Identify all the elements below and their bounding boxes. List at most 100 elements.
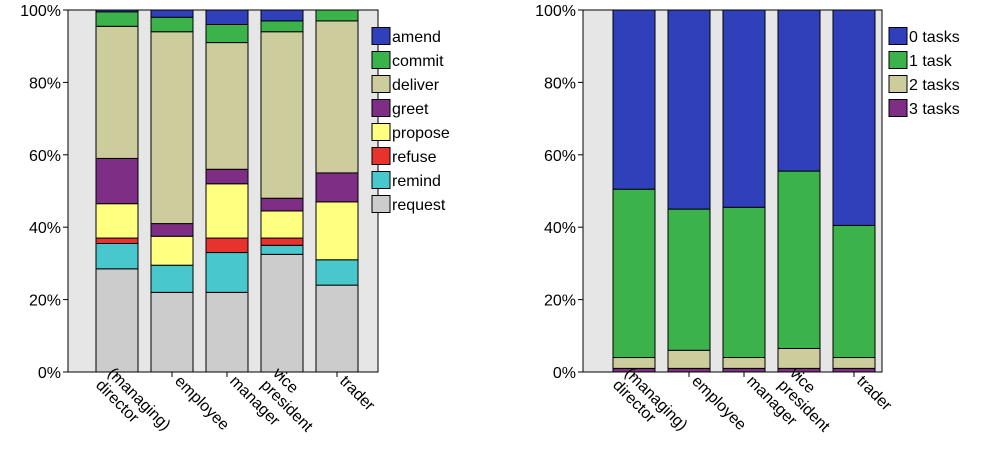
bar-segment-remind-2 [205,252,249,293]
y-tick-label: 100% [20,3,61,20]
bars [612,9,876,373]
bar-segment-greet-2 [205,168,249,185]
bar-segment-0-tasks-2 [722,9,766,208]
right-chart-task-counts: 0% 20% 40% 60% 80% 100% (managing)director empl… [535,3,960,446]
bar-segment-2-tasks-4 [832,357,876,369]
bar-segment-3-tasks-4 [832,367,876,373]
y-axis: 0% 20% 40% 60% 80% 100% [20,3,68,382]
bar-segment-1-task-0 [612,188,656,359]
legend-swatch-remind [371,171,391,189]
bars [95,9,359,373]
bar-segment-deliver-2 [205,42,249,170]
x-category-label: (managing)director [92,365,173,446]
bar-segment-request-4 [315,284,359,373]
y-tick-label: 60% [29,148,61,165]
bar-segment-propose-2 [205,183,249,239]
bar-segment-commit-4 [315,9,359,22]
bar-segment-amend-2 [205,9,249,25]
bar-segment-deliver-1 [150,31,194,225]
legend-swatch-commit [371,51,391,69]
bar-segment-commit-0 [95,11,139,27]
legend-swatch-propose [371,123,391,141]
bar-segment-greet-3 [260,197,304,212]
bar-segment-commit-3 [260,20,304,33]
bar-segment-amend-1 [150,9,194,18]
y-tick-label: 60% [544,148,576,165]
left-chart-message-types: 0% 20% 40% 60% 80% 100% (managing)director empl… [20,3,450,446]
bar-segment-deliver-3 [260,31,304,199]
legend-swatch-1-task [888,51,908,69]
bar-segment-deliver-0 [95,25,139,159]
bar-segment-request-3 [260,253,304,373]
legend-swatch-3-tasks [888,99,908,117]
bar-segment-1-task-2 [722,206,766,359]
bar-segment-propose-0 [95,203,139,239]
bar-segment-request-1 [150,291,194,373]
legend-label: 0 tasks [909,29,960,46]
bar-segment-commit-1 [150,16,194,33]
bar-segment-remind-0 [95,242,139,270]
bar-segment-2-tasks-1 [667,349,711,369]
x-category-label: trader [853,373,895,415]
legend-label: remind [392,173,441,190]
bar-segment-0-tasks-0 [612,9,656,190]
legend-swatch-greet [371,99,391,117]
legend-label: deliver [392,77,440,94]
bar-segment-refuse-0 [95,237,139,244]
bar-segment-greet-0 [95,157,139,205]
y-axis: 0% 20% 40% 60% 80% 100% [535,3,583,382]
legend-swatch-amend [371,27,391,45]
legend-swatch-deliver [371,75,391,93]
legend-label: commit [392,53,444,70]
bar-segment-1-task-1 [667,208,711,351]
legend-label: propose [392,125,450,142]
legend-label: greet [392,101,429,118]
bar-segment-request-2 [205,291,249,373]
legend-swatch-refuse [371,147,391,165]
legend-label: 3 tasks [909,101,960,118]
y-tick-label: 40% [544,220,576,237]
legend-swatch-2-tasks [888,75,908,93]
legend-label: 1 task [909,53,953,70]
bar-segment-propose-1 [150,235,194,266]
legend-swatch-0-tasks [888,27,908,45]
bar-segment-refuse-2 [205,237,249,254]
legend: 0 tasks 1 task 2 tasks 3 tasks [888,27,960,118]
legend: amend commit deliver greet propose refuse remi… [371,27,450,214]
bar-segment-greet-1 [150,223,194,237]
bar-segment-amend-0 [95,9,139,13]
x-category-label: (managing)director [609,365,690,446]
legend-label: 2 tasks [909,77,960,94]
y-tick-label: 100% [535,3,576,20]
bar-segment-0-tasks-1 [667,9,711,210]
bar-segment-amend-3 [260,9,304,22]
legend-label: amend [392,29,441,46]
bar-segment-refuse-3 [260,237,304,246]
bar-segment-propose-4 [315,201,359,261]
y-tick-label: 80% [29,75,61,92]
legend-label: request [392,197,446,214]
bar-segment-0-tasks-3 [777,9,821,172]
bar-segment-request-0 [95,268,139,373]
bar-segment-remind-4 [315,259,359,286]
bar-segment-1-task-3 [777,170,821,349]
y-tick-label: 0% [38,365,61,382]
bar-segment-2-tasks-2 [722,357,766,369]
x-category-label: employee [688,373,749,434]
y-tick-label: 0% [553,365,576,382]
bar-segment-1-task-4 [832,224,876,359]
y-tick-label: 40% [29,220,61,237]
bar-segment-propose-3 [260,210,304,239]
legend-label: refuse [392,149,437,166]
bar-segment-0-tasks-4 [832,9,876,226]
bar-segment-3-tasks-1 [667,367,711,373]
bar-segment-greet-4 [315,172,359,203]
y-tick-label: 20% [544,293,576,310]
bar-segment-remind-3 [260,244,304,255]
y-tick-label: 20% [29,293,61,310]
x-category-label: trader [336,373,378,415]
y-tick-label: 80% [544,75,576,92]
legend-swatch-request [371,195,391,213]
bar-segment-remind-1 [150,264,194,293]
